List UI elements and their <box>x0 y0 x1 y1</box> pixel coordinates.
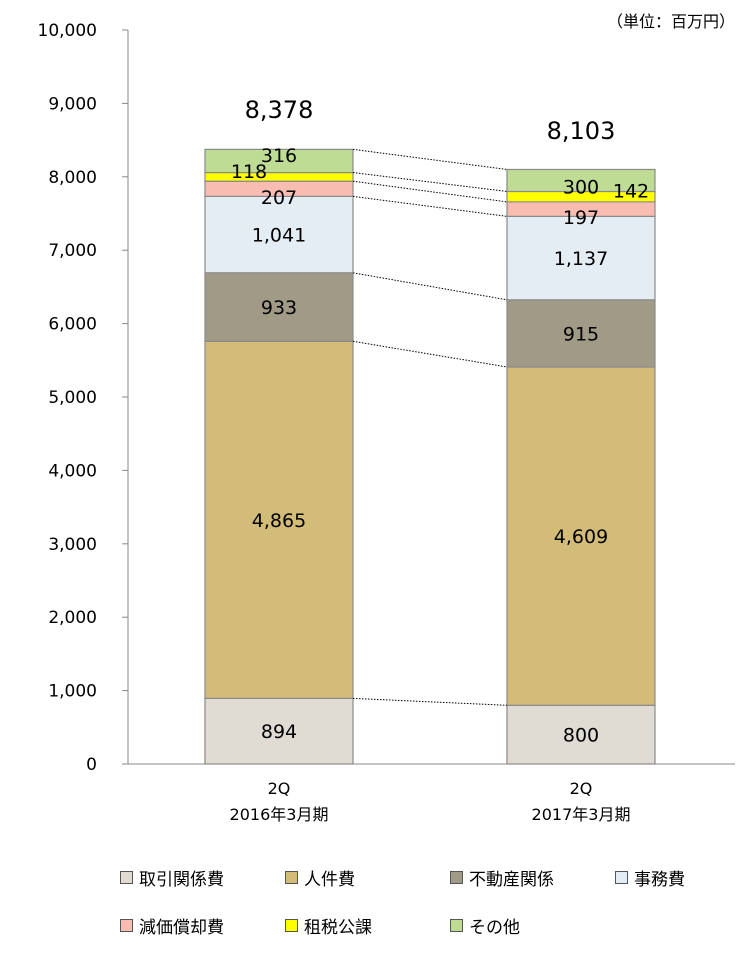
legend-item-taxes: 租税公課 <box>285 910 450 940</box>
y-tick-label: 8,000 <box>48 168 97 188</box>
connector-line <box>352 180 508 203</box>
connector-line <box>352 697 508 706</box>
connector-line <box>352 148 508 170</box>
y-tick-label: 5,000 <box>48 388 97 408</box>
data-label: 933 <box>261 297 297 319</box>
bar-segment <box>506 215 656 301</box>
legend-label-trading: 取引関係費 <box>139 869 224 890</box>
x-tick-label: 2Q <box>268 779 291 798</box>
data-label: 197 <box>563 207 599 229</box>
legend-swatch-other <box>450 918 463 932</box>
data-label: 894 <box>261 721 297 743</box>
data-label: 4,609 <box>554 526 608 548</box>
y-tick-label: 1,000 <box>48 682 97 702</box>
data-label: 300 <box>563 176 599 198</box>
bar-segment <box>506 168 656 193</box>
legend-label-depreciation: 減価償却費 <box>139 917 224 938</box>
data-label: 207 <box>261 187 297 209</box>
connector-line <box>352 195 508 217</box>
y-tick-label: 10,000 <box>38 21 97 41</box>
data-label: 316 <box>261 145 297 167</box>
legend-row-2: 減価償却費 租税公課 その他 <box>120 910 740 940</box>
legend-item-depreciation: 減価償却費 <box>120 910 285 940</box>
legend-swatch-depreciation <box>120 918 133 932</box>
y-tick-label: 7,000 <box>48 241 97 261</box>
legend-item-other: その他 <box>450 910 615 940</box>
data-label: 142 <box>613 181 649 203</box>
bar-segment <box>204 697 354 765</box>
total-label: 8,103 <box>547 117 616 145</box>
x-tick-label: 2017年3月期 <box>532 805 631 824</box>
y-tick-label: 6,000 <box>48 315 97 335</box>
legend-item-office: 事務費 <box>615 862 735 892</box>
legend-row-1: 取引関係費 人件費 不動産関係 事務費 <box>120 862 740 892</box>
legend-swatch-trading <box>120 870 133 884</box>
legend-label-personnel: 人件費 <box>304 869 355 890</box>
legend-label-office: 事務費 <box>634 869 685 890</box>
data-label: 800 <box>563 725 599 747</box>
total-label: 8,378 <box>245 96 314 124</box>
data-label: 1,041 <box>252 225 306 247</box>
legend-label-other: その他 <box>469 917 520 938</box>
y-tick-label: 0 <box>86 755 97 775</box>
y-tick-label: 3,000 <box>48 535 97 555</box>
y-tick-label: 2,000 <box>48 608 97 628</box>
stacked-bar-chart: 0 1,000 2,000 3,000 4,000 5,000 6,000 7,000 8,00… <box>38 21 735 824</box>
legend-item-personnel: 人件費 <box>285 862 450 892</box>
data-label: 118 <box>231 161 267 183</box>
legend-swatch-personnel <box>285 870 298 884</box>
y-tick-label: 4,000 <box>48 461 97 481</box>
bar-segment <box>204 171 354 182</box>
bar-segment <box>506 704 656 765</box>
bar-segment <box>204 148 354 174</box>
legend: 取引関係費 人件費 不動産関係 事務費 減価償却費 租税公課 その他 <box>120 862 740 958</box>
connector-line <box>352 172 508 192</box>
legend-item-trading: 取引関係費 <box>120 862 285 892</box>
connector-line <box>352 340 508 368</box>
legend-item-realestate: 不動産関係 <box>450 862 615 892</box>
unit-label: （単位：百万円） <box>606 12 735 31</box>
bar-segment <box>506 366 656 706</box>
legend-swatch-taxes <box>285 918 298 932</box>
bar-segment <box>204 272 354 342</box>
legend-swatch-office <box>615 870 628 884</box>
x-tick-label: 2Q <box>570 779 593 798</box>
connector-line <box>352 272 508 301</box>
data-label: 4,865 <box>252 510 306 532</box>
x-tick-label: 2016年3月期 <box>230 805 329 824</box>
data-label: 915 <box>563 323 599 345</box>
legend-label-taxes: 租税公課 <box>304 917 372 938</box>
bar-segment <box>204 195 354 274</box>
y-tick-label: 9,000 <box>48 94 97 114</box>
legend-label-realestate: 不動産関係 <box>469 869 554 890</box>
data-label: 1,137 <box>554 248 608 270</box>
legend-swatch-realestate <box>450 870 463 884</box>
